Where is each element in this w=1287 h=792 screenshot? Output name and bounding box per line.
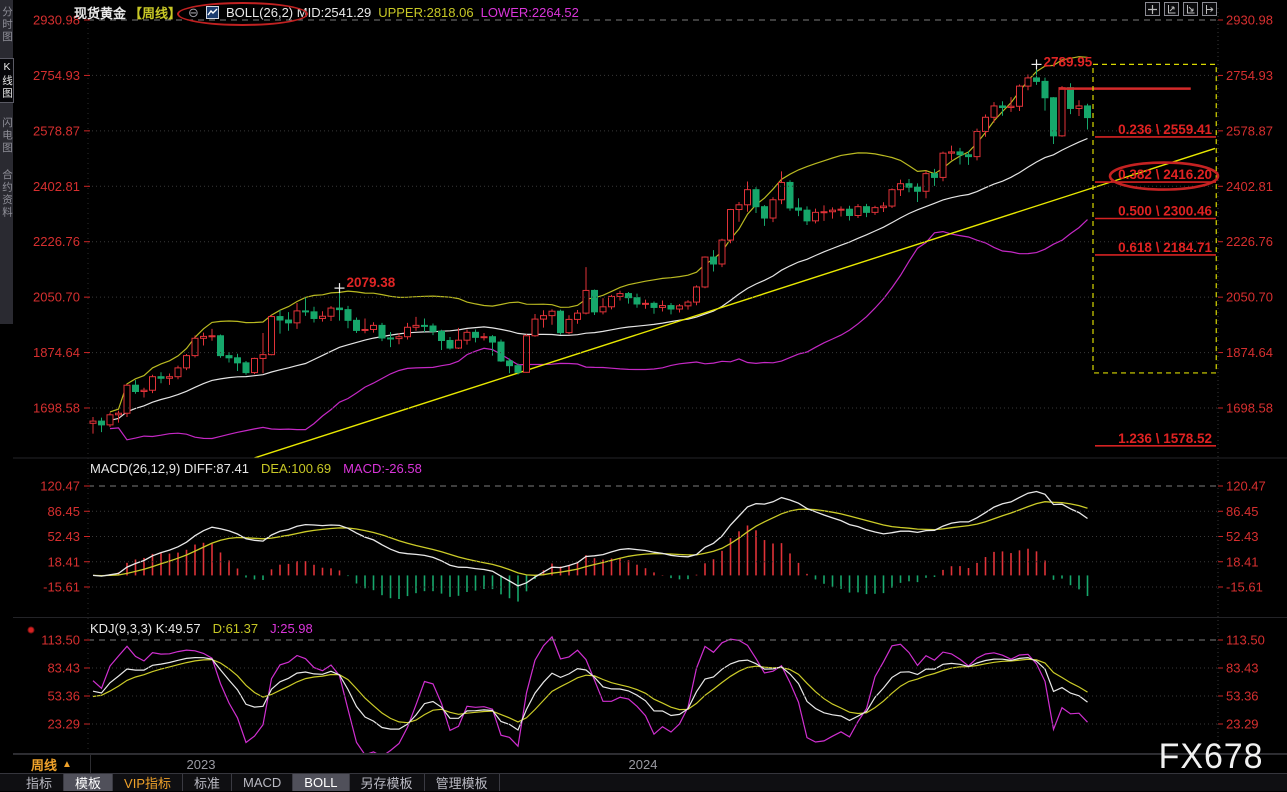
svg-text:1.236 \ 1578.52: 1.236 \ 1578.52	[1118, 431, 1212, 446]
kdj-j-readout: J:25.98	[270, 621, 313, 636]
year-label-2024: 2024	[628, 757, 658, 772]
indicator-tab-bar: 指标 模板 VIP指标 标准 MACD BOLL 另存模板 管理模板	[0, 773, 1287, 791]
tab-indicators[interactable]: 指标	[15, 774, 65, 791]
kdj-title-readout: KDJ(9,3,3) K:49.57	[90, 621, 201, 636]
svg-text:-15.61: -15.61	[43, 580, 80, 595]
svg-text:52.43: 52.43	[1226, 529, 1259, 544]
svg-text:2226.76: 2226.76	[33, 234, 80, 249]
svg-text:86.45: 86.45	[1226, 504, 1259, 519]
symbol-name: 现货黄金	[74, 6, 127, 21]
y-axis-scale-icon[interactable]	[1164, 2, 1179, 16]
svg-text:1874.64: 1874.64	[33, 345, 80, 360]
tab-templates[interactable]: 模板	[64, 774, 114, 791]
svg-text:23.29: 23.29	[1226, 717, 1259, 732]
shift-right-icon[interactable]	[1202, 2, 1217, 16]
svg-text:83.43: 83.43	[47, 661, 80, 676]
svg-text:2930.98: 2930.98	[33, 13, 80, 28]
period-selector-button[interactable]: 周线 ▲	[13, 755, 91, 773]
svg-text:2789.95: 2789.95	[1044, 54, 1093, 69]
svg-text:53.36: 53.36	[47, 689, 80, 704]
year-label-2023: 2023	[186, 757, 216, 772]
fib-highlight-ellipse	[1108, 161, 1220, 191]
svg-text:83.43: 83.43	[1226, 661, 1259, 676]
svg-text:113.50: 113.50	[1226, 633, 1265, 648]
x-axis-scale-icon[interactable]	[1183, 2, 1198, 16]
svg-text:2578.87: 2578.87	[33, 123, 80, 138]
macd-pane[interactable]	[92, 490, 1089, 602]
price-pane[interactable]	[89, 56, 1216, 458]
chart-toolbar	[1145, 2, 1217, 16]
kdj-d-readout: D:61.37	[212, 621, 259, 636]
svg-text:2402.81: 2402.81	[1226, 179, 1273, 194]
tab-standard[interactable]: 标准	[183, 774, 233, 791]
sidebar-item-flash-chart[interactable]: 闪电图	[1, 116, 13, 155]
tab-vip-indicators[interactable]: VIP指标	[113, 774, 183, 791]
tab-save-template[interactable]: 另存模板	[350, 774, 425, 791]
pan-tool-icon[interactable]	[1145, 2, 1160, 16]
chevron-up-icon: ▲	[62, 758, 72, 770]
macd-header: MACD(26,12,9) DIFF:87.41 DEA:100.69 MACD…	[90, 461, 422, 476]
svg-text:120.47: 120.47	[40, 479, 80, 494]
collapse-icon[interactable]: ⊖	[188, 4, 199, 20]
svg-text:1698.58: 1698.58	[1226, 401, 1273, 416]
svg-text:2754.93: 2754.93	[1226, 68, 1273, 83]
svg-text:1874.64: 1874.64	[1226, 345, 1273, 360]
svg-text:2754.93: 2754.93	[33, 68, 80, 83]
boll-upper-readout: UPPER:2818.06	[378, 5, 474, 20]
chart-type-sidebar: 分时图 K线图 闪电图 合约资料	[0, 0, 14, 324]
svg-text:2930.98: 2930.98	[1226, 13, 1273, 28]
svg-text:0.618 \ 2184.71: 0.618 \ 2184.71	[1118, 240, 1212, 255]
kdj-pane[interactable]	[92, 635, 1088, 754]
macd-title-readout: MACD(26,12,9) DIFF:87.41	[90, 461, 249, 476]
svg-text:2079.38: 2079.38	[347, 275, 396, 290]
svg-text:2226.76: 2226.76	[1226, 234, 1273, 249]
watermark: FX678	[1158, 737, 1264, 776]
svg-text:2050.70: 2050.70	[1226, 290, 1273, 305]
sidebar-item-kline-chart[interactable]: K线图	[0, 57, 14, 103]
svg-text:52.43: 52.43	[47, 529, 80, 544]
svg-text:-15.61: -15.61	[1226, 580, 1263, 595]
svg-text:2050.70: 2050.70	[33, 290, 80, 305]
tab-boll[interactable]: BOLL	[293, 774, 350, 791]
svg-text:53.36: 53.36	[1226, 689, 1259, 704]
svg-text:120.47: 120.47	[1226, 479, 1266, 494]
chart-canvas[interactable]: 2930.98 2930.98 2754.93 2754.93 2578.87 2578.…	[0, 0, 1287, 754]
svg-text:1698.58: 1698.58	[33, 401, 80, 416]
svg-text:23.29: 23.29	[47, 717, 80, 732]
time-axis: 周线 ▲ 2023 2024	[13, 754, 1287, 773]
period-selector-label: 周线	[31, 757, 58, 773]
sidebar-item-time-chart[interactable]: 分时图	[1, 6, 13, 44]
svg-text:18.41: 18.41	[47, 554, 80, 569]
svg-text:18.41: 18.41	[1226, 554, 1259, 569]
sidebar-item-contract-info[interactable]: 合约资料	[1, 169, 13, 219]
app-logo-icon	[205, 6, 219, 19]
svg-text:113.50: 113.50	[41, 633, 80, 648]
svg-text:2578.87: 2578.87	[1226, 123, 1273, 138]
svg-text:0.382 \ 2416.20: 0.382 \ 2416.20	[1118, 167, 1212, 182]
tab-macd[interactable]: MACD	[232, 774, 294, 791]
svg-text:0.500 \ 2300.46: 0.500 \ 2300.46	[1118, 204, 1212, 219]
macd-hist-readout: MACD:-26.58	[343, 461, 422, 476]
svg-text:0.236 \ 2559.41: 0.236 \ 2559.41	[1118, 122, 1212, 137]
tab-manage-templates[interactable]: 管理模板	[425, 774, 500, 791]
macd-dea-readout: DEA:100.69	[260, 461, 332, 476]
boll-lower-readout: LOWER:2264.52	[480, 5, 579, 20]
chart-header: 现货黄金 【周线】 ⊖ BOLL(26,2) MID:2541.29 UPPER…	[74, 0, 579, 25]
svg-text:86.45: 86.45	[47, 504, 80, 519]
boll-mid-readout: BOLL(26,2) MID:2541.29	[225, 5, 372, 20]
period-tag: 【周线】	[129, 6, 182, 21]
kdj-marker-dot	[27, 626, 35, 634]
svg-text:2402.81: 2402.81	[33, 179, 80, 194]
kdj-header: KDJ(9,3,3) K:49.57 D:61.37 J:25.98	[90, 621, 313, 636]
